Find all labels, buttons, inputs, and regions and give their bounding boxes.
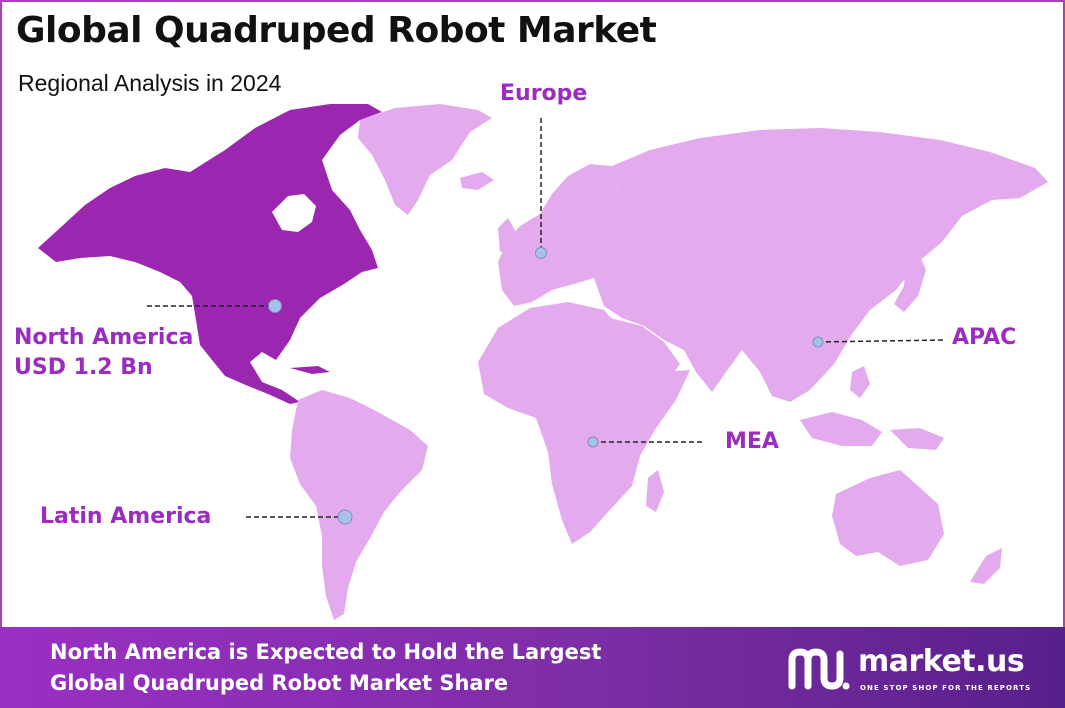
brand-name: market.us [858, 644, 1025, 679]
brand-tagline: ONE STOP SHOP FOR THE REPORTS [860, 684, 1032, 692]
map-caribbean [290, 366, 330, 374]
map-africa [478, 302, 690, 544]
world-map [38, 104, 1048, 620]
map-iceland [460, 172, 494, 190]
page-title: Global Quadruped Robot Market [16, 10, 657, 51]
map-new-zealand [970, 548, 1002, 584]
map-asia [594, 128, 1048, 402]
brand-logo: market.us ONE STOP SHOP FOR THE REPORTS [788, 644, 1038, 696]
map-japan [894, 252, 926, 312]
map-new-guinea [890, 428, 944, 450]
marker-mea [587, 436, 599, 448]
label-north-america: North America USD 1.2 Bn [14, 323, 193, 383]
footer-line-2: Global Quadruped Robot Market Share [50, 671, 509, 695]
leader-line-apac [817, 339, 945, 343]
marker-europe [535, 247, 547, 259]
map-europe [498, 164, 618, 306]
label-north-america-name: North America [14, 325, 194, 350]
map-sea-islands [800, 412, 882, 446]
page-subtitle: Regional Analysis in 2024 [18, 70, 282, 96]
map-south-america [290, 390, 428, 620]
map-philippines [850, 366, 870, 398]
label-latin-america: Latin America [40, 504, 212, 529]
footer-text: North America is Expected to Hold the La… [50, 637, 601, 699]
map-australia [832, 470, 944, 566]
label-mea: MEA [725, 429, 779, 454]
marker-latin-america [337, 509, 353, 525]
footer-banner: North America is Expected to Hold the La… [0, 627, 1065, 708]
label-apac: APAC [952, 325, 1017, 350]
map-hudson-bay [272, 194, 316, 232]
map-north-america [38, 104, 382, 404]
map-british-isles [498, 218, 516, 252]
map-madagascar [646, 470, 664, 512]
map-greenland [358, 104, 492, 215]
label-north-america-value: USD 1.2 Bn [14, 355, 153, 380]
market-us-logo-icon [788, 648, 850, 690]
marker-apac [812, 336, 824, 348]
marker-north-america [268, 299, 282, 313]
label-europe: Europe [500, 81, 588, 106]
footer-line-1: North America is Expected to Hold the La… [50, 640, 602, 664]
